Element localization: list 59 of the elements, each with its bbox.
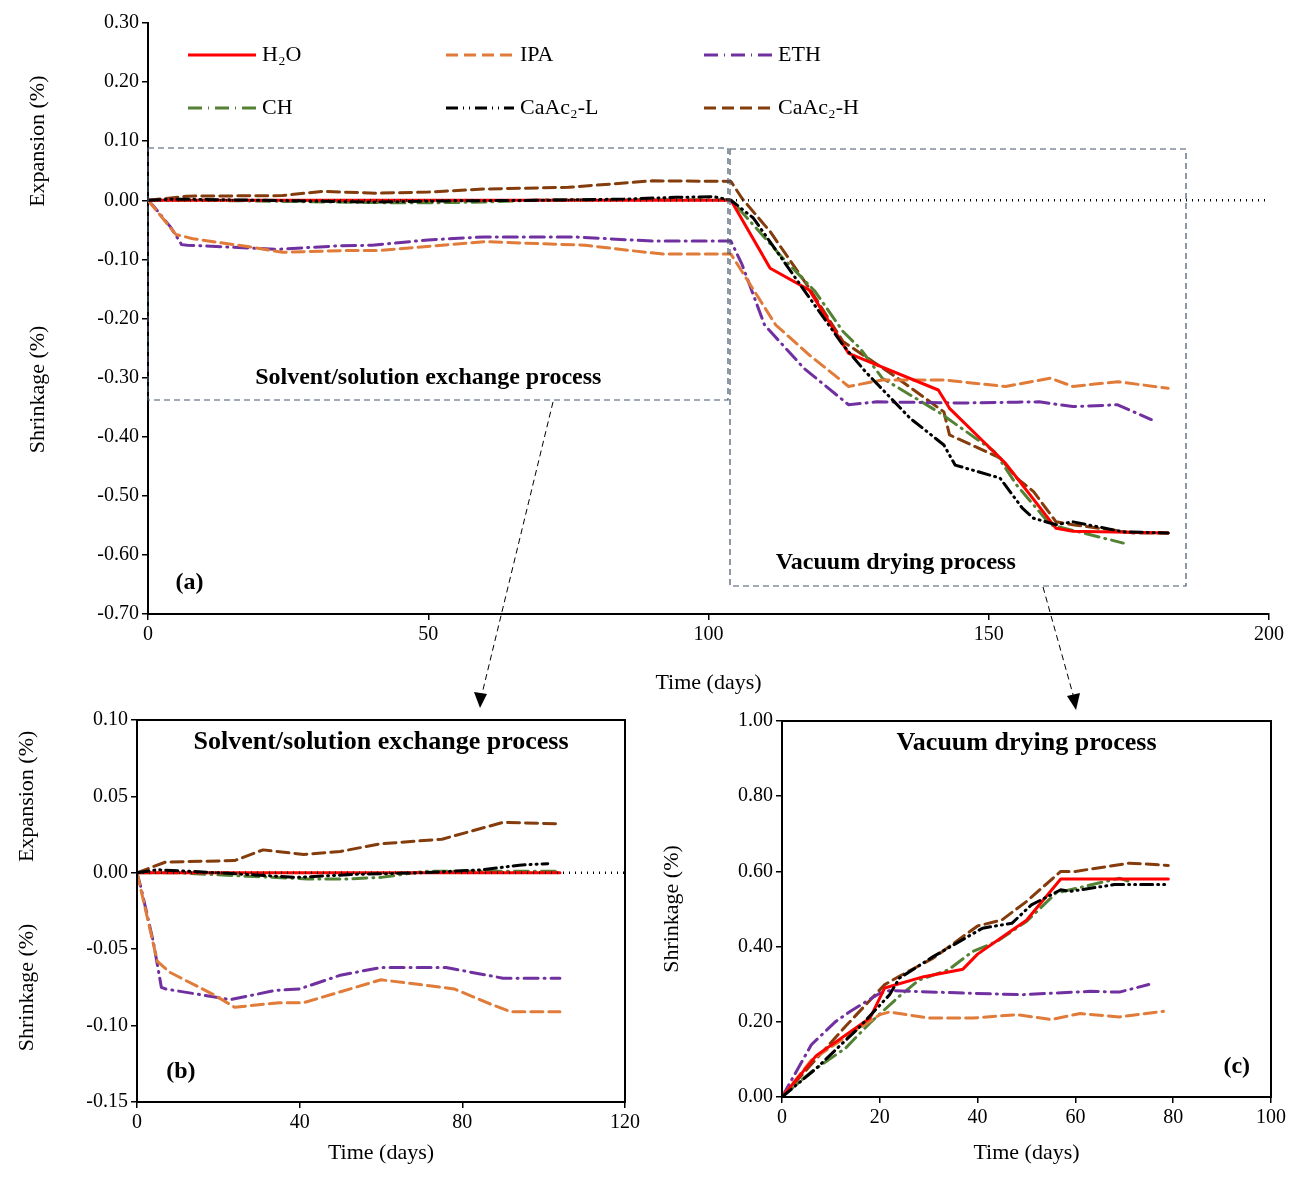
x-tick-label: 150 [973,622,1004,645]
y-tick-label: 0.20 [104,69,139,92]
y-tick-label: 0.60 [738,858,773,881]
y-tick-label: -0.20 [97,305,139,328]
y-axis-title: Shrinkage (%) [23,325,49,454]
legend-label: IPA [520,40,554,66]
x-axis-title: Time (days) [327,1138,435,1164]
x-tick-label: 100 [693,622,724,645]
annotation: (b) [166,1056,196,1083]
x-tick-label: 20 [869,1105,890,1128]
legend-label: ETH [778,40,821,66]
x-tick-label: 80 [452,1110,473,1133]
y-tick-label: 0.20 [738,1009,773,1032]
y-tick-label: -0.15 [86,1089,128,1112]
y-tick-label: -0.05 [86,936,128,959]
annotation: (a) [175,567,204,594]
x-tick-label: 60 [1065,1105,1086,1128]
y-tick-label: 0.00 [93,860,128,883]
y-tick-label: 1.00 [738,708,773,731]
y-tick-label: 0.80 [738,783,773,806]
x-tick-label: 0 [143,622,153,645]
x-tick-label: 80 [1163,1105,1184,1128]
annotation: Solvent/solution exchange process [255,362,602,389]
y-tick-label: -0.10 [86,1012,128,1035]
x-tick-label: 0 [132,1110,142,1133]
x-tick-label: 120 [610,1110,640,1133]
y-tick-label: -0.40 [97,423,139,446]
x-tick-label: 0 [777,1105,787,1128]
x-tick-label: 50 [418,622,439,645]
legend-label: CH [262,93,293,119]
x-tick-label: 40 [967,1105,988,1128]
chart-title: Solvent/solution exchange process [193,725,569,755]
y-tick-label: 0.30 [104,10,139,33]
x-axis-title: Time (days) [655,668,762,694]
y-axis-title: Shrinkage (%) [12,923,38,1052]
y-tick-label: 0.05 [93,783,128,806]
annotation: (c) [1223,1052,1251,1079]
y-tick-label: 0.00 [104,187,139,210]
legend-label: CaAc₂-L [520,93,599,119]
legend-label: CaAc₂-H [778,93,860,119]
annotation: Vacuum drying process [775,548,1016,575]
y-tick-label: -0.30 [97,364,139,387]
chart-title: Vacuum drying process [896,726,1157,756]
legend-label: H₂O [262,40,302,66]
x-tick-label: 40 [289,1110,310,1133]
y-tick-label: 0.40 [738,933,773,956]
y-tick-label: 0.00 [738,1084,773,1107]
text: Expansion (%) [12,730,38,863]
y-tick-label: -0.70 [97,601,139,624]
y-tick-label: 0.10 [104,128,139,151]
y-tick-label: 0.10 [93,707,128,730]
y-axis-title: Shrinkage (%) [657,845,683,973]
y-tick-label: -0.50 [97,483,139,506]
text: Expansion (%) [23,75,49,207]
x-tick-label: 200 [1254,622,1284,645]
x-tick-label: 100 [1256,1105,1286,1128]
y-tick-label: -0.60 [97,542,139,565]
y-tick-label: -0.10 [97,246,139,269]
x-axis-title: Time (days) [973,1138,1080,1164]
